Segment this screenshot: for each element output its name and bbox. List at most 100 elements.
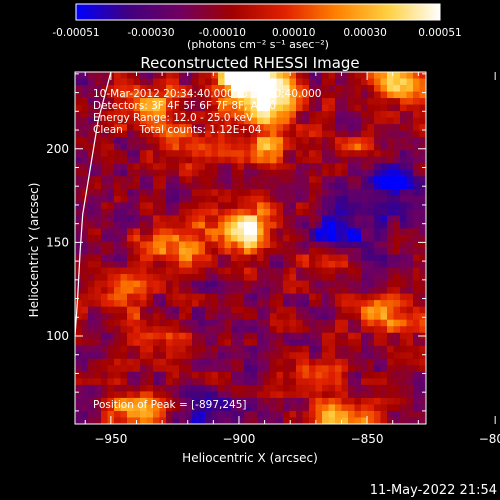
heatmap-cell — [257, 228, 265, 236]
heatmap-cell — [146, 352, 154, 360]
heatmap-cell — [263, 78, 271, 86]
heatmap-cell — [413, 326, 421, 334]
heatmap-cell — [341, 332, 349, 340]
heatmap-cell — [237, 417, 245, 424]
heatmap-cell — [159, 98, 167, 106]
heatmap-cell — [393, 78, 401, 86]
heatmap-cell — [283, 85, 291, 93]
heatmap-cell — [185, 274, 193, 282]
heatmap-cell — [120, 287, 128, 295]
heatmap-cell — [153, 300, 161, 308]
heatmap-cell — [335, 417, 343, 424]
heatmap-cell — [81, 371, 89, 379]
heatmap-cell — [211, 143, 219, 151]
heatmap-cell — [127, 208, 135, 217]
heatmap-cell — [328, 104, 336, 112]
heatmap-cell — [94, 85, 102, 93]
heatmap-cell — [107, 267, 115, 275]
heatmap-cell — [244, 150, 252, 158]
heatmap-cell — [335, 169, 343, 177]
heatmap-cell — [159, 163, 167, 171]
heatmap-cell — [309, 221, 317, 230]
heatmap-cell — [257, 397, 265, 406]
heatmap-cell — [270, 117, 278, 125]
heatmap-cell — [198, 313, 206, 321]
heatmap-cell — [185, 202, 193, 210]
heatmap-cell — [88, 287, 96, 295]
heatmap-cell — [231, 176, 239, 184]
heatmap-cell — [413, 384, 421, 393]
heatmap-cell — [159, 339, 167, 347]
heatmap-cell — [75, 313, 83, 321]
heatmap-cell — [354, 339, 362, 347]
heatmap-cell — [218, 228, 226, 236]
heatmap-cell — [335, 163, 343, 171]
heatmap-cell — [419, 85, 426, 93]
heatmap-cell — [211, 293, 219, 301]
heatmap-cell — [94, 221, 102, 230]
heatmap-cell — [380, 261, 388, 269]
heatmap-cell — [75, 130, 83, 138]
heatmap-cell — [328, 332, 336, 340]
heatmap-cell — [348, 300, 356, 308]
heatmap-cell — [348, 72, 356, 80]
heatmap-cell — [328, 176, 336, 184]
heatmap-cell — [348, 234, 356, 243]
heatmap-cell — [172, 234, 180, 243]
heatmap-cell — [101, 365, 109, 373]
heatmap-cell — [270, 208, 278, 217]
heatmap-cell — [179, 137, 187, 145]
heatmap-cell — [380, 117, 388, 125]
heatmap-cell — [224, 130, 232, 138]
heatmap-cell — [179, 150, 187, 158]
heatmap-cell — [101, 215, 109, 223]
heatmap-cell — [393, 130, 401, 138]
y-tick-label: 150 — [46, 235, 69, 249]
heatmap-cell — [354, 130, 362, 138]
heatmap-cell — [374, 300, 382, 308]
heatmap-cell — [133, 254, 141, 262]
heatmap-cell — [413, 176, 421, 184]
heatmap-cell — [94, 215, 102, 223]
heatmap-cell — [315, 345, 323, 353]
heatmap-cell — [211, 202, 219, 210]
heatmap-cell — [348, 358, 356, 366]
heatmap-cell — [367, 176, 375, 184]
heatmap-cell — [244, 332, 252, 340]
heatmap-cell — [361, 72, 369, 80]
heatmap-cell — [322, 124, 330, 132]
heatmap-cell — [250, 417, 258, 424]
heatmap-cell — [250, 91, 258, 99]
heatmap-cell — [361, 293, 369, 301]
heatmap-cell — [335, 378, 343, 386]
heatmap-cell — [250, 85, 258, 93]
heatmap-cell — [341, 339, 349, 347]
heatmap-cell — [302, 215, 310, 223]
heatmap-cell — [367, 91, 375, 99]
heatmap-cell — [244, 78, 252, 86]
heatmap-cell — [94, 313, 102, 321]
heatmap-cell — [231, 261, 239, 269]
heatmap-cell — [289, 169, 297, 177]
heatmap-cell — [231, 274, 239, 282]
heatmap-cell — [127, 176, 135, 184]
heatmap-cell — [361, 345, 369, 353]
heatmap-cell — [257, 124, 265, 132]
heatmap-cell — [328, 228, 336, 236]
heatmap-cell — [114, 391, 122, 399]
heatmap-cell — [140, 410, 148, 419]
heatmap-cell — [283, 150, 291, 158]
heatmap-cell — [419, 156, 426, 164]
heatmap-cell — [315, 248, 323, 256]
heatmap-cell — [75, 72, 83, 80]
heatmap-cell — [387, 130, 395, 138]
heatmap-cell — [88, 78, 96, 86]
heatmap-cell — [283, 143, 291, 151]
heatmap-cell — [309, 300, 317, 308]
heatmap-cell — [322, 326, 330, 334]
heatmap-cell — [387, 345, 395, 353]
heatmap-cell — [75, 417, 83, 424]
heatmap-cell — [289, 417, 297, 424]
heatmap-cell — [380, 332, 388, 340]
heatmap-cell — [400, 202, 408, 210]
